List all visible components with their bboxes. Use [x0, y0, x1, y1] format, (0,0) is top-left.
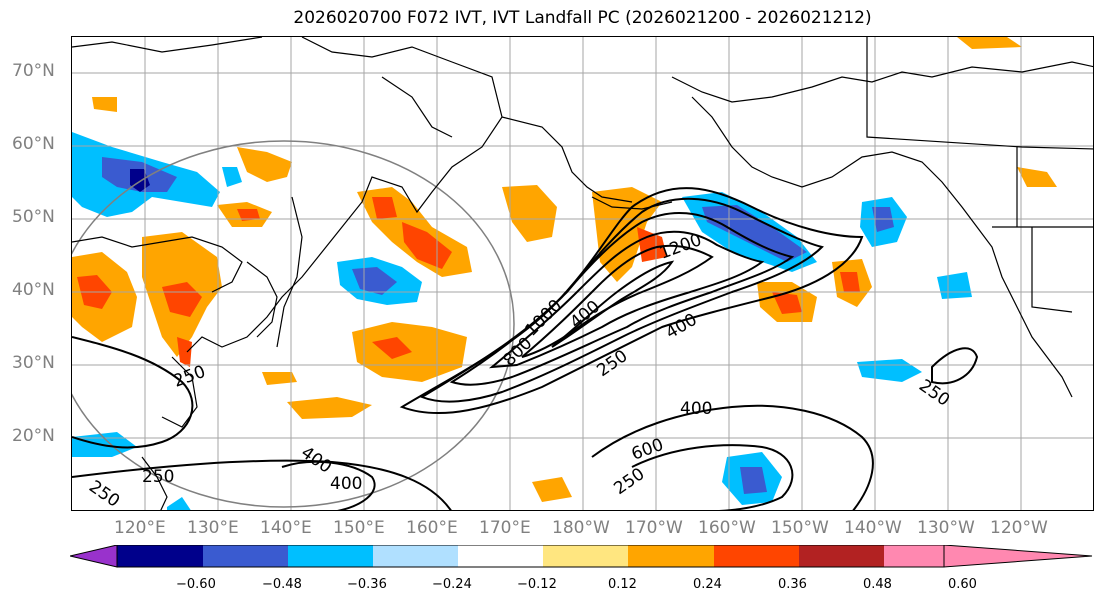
region-circle — [72, 140, 515, 508]
lat-label-60n: 60°N — [12, 134, 55, 154]
lon-label-130w: 130°W — [917, 518, 975, 538]
lon-label-150w: 150°W — [771, 518, 829, 538]
colorbar-segment — [373, 545, 458, 567]
lat-label-50n: 50°N — [12, 207, 55, 227]
colorbar-segment — [714, 545, 799, 567]
colorbar-tick: 0.12 — [608, 577, 637, 592]
colorbar-tick: −0.12 — [517, 577, 557, 592]
lon-label-140w: 140°W — [844, 518, 902, 538]
colorbar-tick: −0.24 — [432, 577, 472, 592]
lat-label-30n: 30°N — [12, 353, 55, 373]
pc-shading — [72, 37, 1057, 510]
colorbar-tick: 0.48 — [863, 577, 892, 592]
colorbar-tick: 0.24 — [693, 577, 722, 592]
colorbar-segment — [203, 545, 288, 567]
contour-label: 250 — [85, 477, 123, 511]
colorbar-tick: −0.60 — [176, 577, 216, 592]
contour-label: 400 — [330, 474, 362, 494]
colorbar-segment — [799, 545, 884, 567]
colorbar-tick: 0.60 — [948, 577, 977, 592]
map-panel[interactable]: 1200 400 250 1000 800 400 250 250 400 60… — [71, 36, 1094, 511]
contour-label: 400 — [297, 443, 335, 478]
colorbar-segment — [628, 545, 714, 567]
lat-label-40n: 40°N — [12, 280, 55, 300]
lon-label-180w: 180°W — [552, 518, 610, 538]
contour-label: 1000 — [521, 296, 566, 341]
colorbar-tick: 0.36 — [778, 577, 807, 592]
contour-label: 1200 — [657, 230, 704, 264]
colorbar-segment — [117, 545, 203, 567]
contour-label: 250 — [593, 346, 631, 381]
ivt-contours — [72, 187, 979, 510]
colorbar-segment — [70, 545, 118, 568]
coastlines — [72, 37, 1093, 510]
colorbar-segment — [288, 545, 373, 567]
colorbar — [70, 545, 1093, 568]
contour-label: 250 — [915, 376, 953, 411]
colorbar-tick: −0.36 — [347, 577, 387, 592]
colorbar-tick: −0.48 — [262, 577, 302, 592]
contour-label: 600 — [629, 435, 666, 465]
lon-label-160w: 160°W — [698, 518, 756, 538]
lon-label-130e: 130°E — [187, 518, 239, 538]
colorbar-segment — [458, 545, 543, 567]
contour-label: 250 — [142, 467, 174, 487]
lon-label-120w: 120°W — [990, 518, 1048, 538]
lon-label-170w: 170°W — [625, 518, 683, 538]
contour-label: 250 — [171, 362, 208, 392]
contour-label: 400 — [566, 297, 604, 333]
contour-label: 250 — [610, 464, 648, 499]
lon-label-170e: 170°E — [479, 518, 531, 538]
lat-label-20n: 20°N — [12, 426, 55, 446]
lon-label-160e: 160°E — [406, 518, 458, 538]
map-title: 2026020700 F072 IVT, IVT Landfall PC (20… — [293, 8, 872, 28]
colorbar-frame — [116, 545, 945, 568]
lat-label-70n: 70°N — [12, 61, 55, 81]
lon-label-120e: 120°E — [114, 518, 166, 538]
lon-label-150e: 150°E — [333, 518, 385, 538]
lon-label-140e: 140°E — [260, 518, 312, 538]
colorbar-segment — [543, 545, 628, 567]
contour-label: 400 — [680, 399, 712, 419]
contour-label: 400 — [663, 310, 701, 344]
map-canvas: 1200 400 250 1000 800 400 250 250 400 60… — [72, 37, 1093, 511]
colorbar-segment — [884, 545, 944, 567]
colorbar-segment — [943, 545, 1093, 568]
